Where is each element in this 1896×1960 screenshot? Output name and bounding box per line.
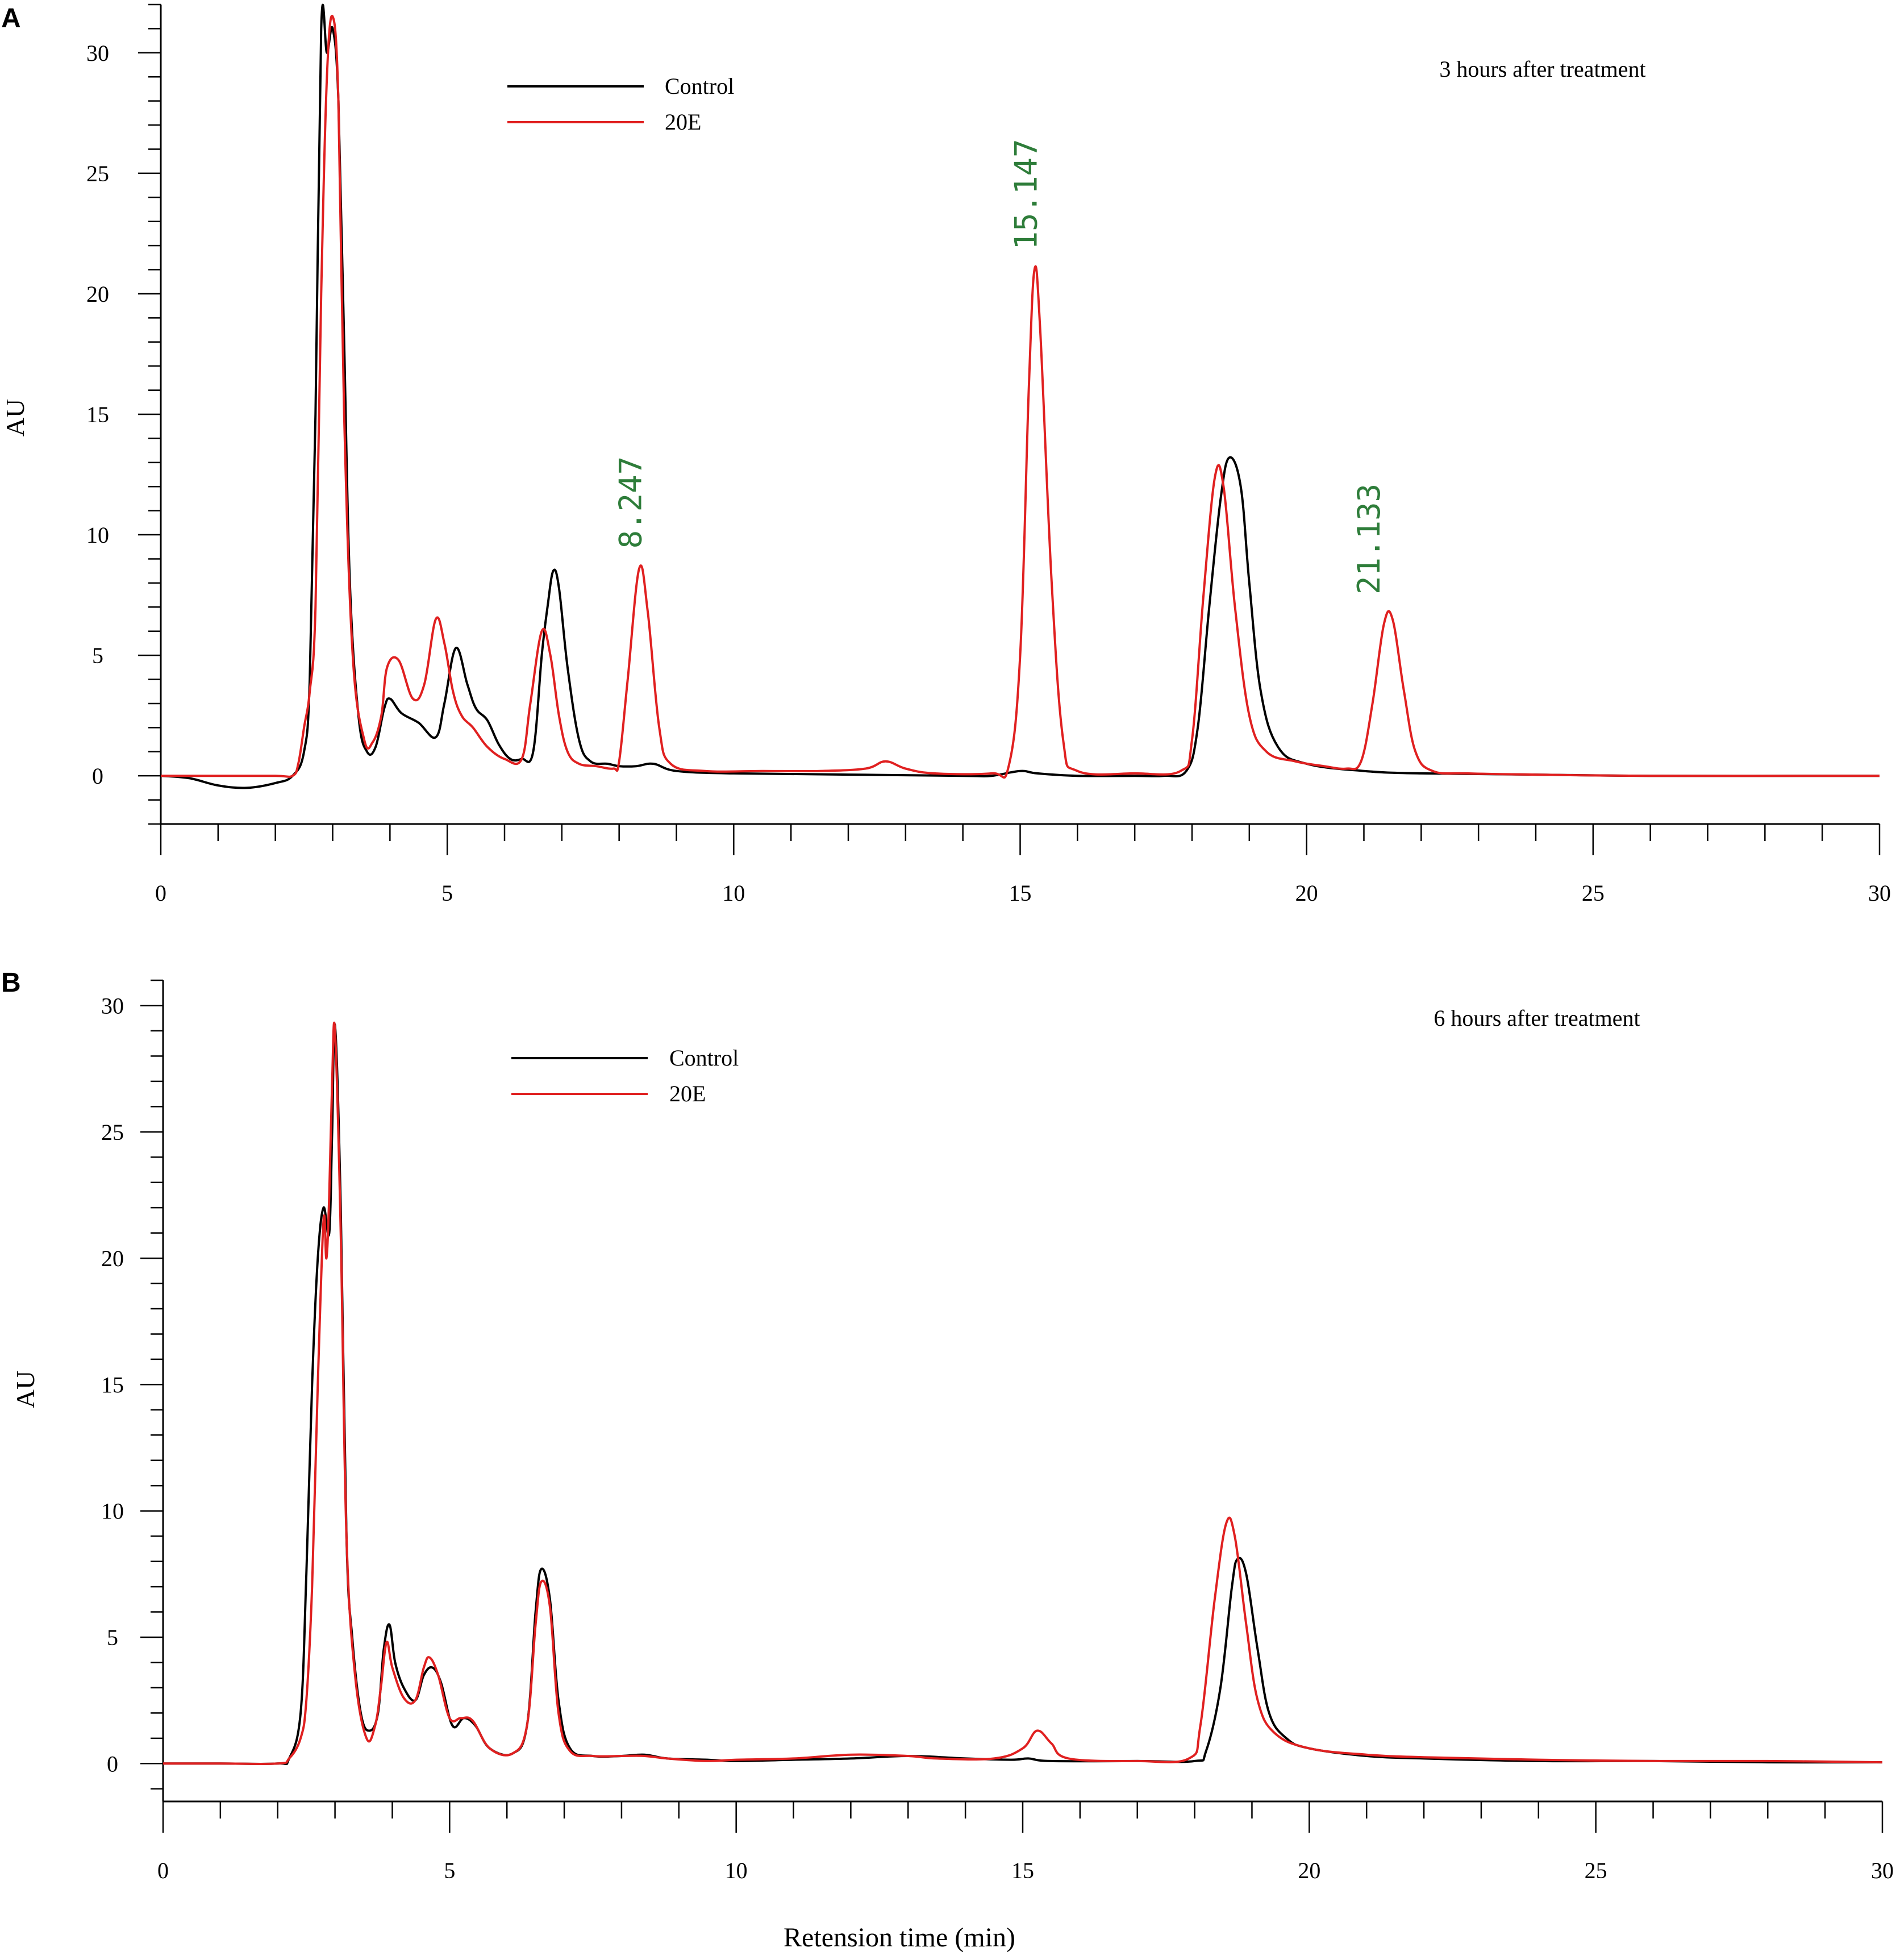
axes: 0 5 10 15 20 25 30 0 5 10 15 20 25 30 bbox=[101, 979, 1894, 1883]
y-tick-label: 30 bbox=[86, 40, 109, 66]
peak-labels: 8.247 15.147 21.133 bbox=[613, 139, 1387, 594]
x-axis-label: Retension time (min) bbox=[784, 1922, 1015, 1953]
legend-label-control: Control bbox=[665, 73, 734, 99]
x-tick-label: 20 bbox=[1298, 1858, 1320, 1883]
x-tick-label: 10 bbox=[725, 1858, 748, 1883]
y-axis-label: AU bbox=[1, 399, 30, 436]
x-tick-label: 25 bbox=[1582, 880, 1605, 906]
panel-a: A 3 hours after treatment AU Control 20E… bbox=[1, 3, 1891, 906]
y-tick-label: 25 bbox=[101, 1120, 124, 1145]
legend-label-control: Control bbox=[669, 1045, 739, 1071]
x-tick-label: 30 bbox=[1871, 1858, 1894, 1883]
series-group bbox=[162, 1021, 1883, 1766]
panel-label: A bbox=[1, 3, 21, 34]
x-tick-label: 25 bbox=[1585, 1858, 1607, 1883]
series-group bbox=[160, 3, 1880, 789]
panel-annotation: 3 hours after treatment bbox=[1439, 56, 1645, 82]
panel-label: B bbox=[1, 968, 21, 998]
y-tick-label: 0 bbox=[92, 763, 103, 789]
axes: 0 5 10 15 20 25 30 0 5 10 15 20 25 30 bbox=[86, 3, 1891, 906]
legend: Control 20E bbox=[511, 1045, 739, 1106]
series-line-control bbox=[162, 1023, 1883, 1766]
legend: Control 20E bbox=[507, 73, 734, 135]
y-tick-label: 15 bbox=[86, 402, 109, 427]
y-tick-label: 10 bbox=[86, 522, 109, 548]
x-tick-label: 0 bbox=[157, 1858, 169, 1883]
legend-label-20e: 20E bbox=[669, 1081, 706, 1106]
y-axis-label: AU bbox=[11, 1371, 40, 1408]
y-tick-label: 0 bbox=[107, 1751, 118, 1776]
x-tick-label: 15 bbox=[1009, 880, 1032, 906]
y-tick-label: 10 bbox=[101, 1499, 124, 1524]
y-tick-label: 30 bbox=[101, 993, 124, 1018]
x-tick-label: 5 bbox=[441, 880, 453, 906]
x-tick-label: 15 bbox=[1011, 1858, 1034, 1883]
y-tick-label: 5 bbox=[107, 1625, 118, 1650]
panel-annotation: 6 hours after treatment bbox=[1434, 1005, 1640, 1031]
x-tick-label: 20 bbox=[1295, 880, 1318, 906]
y-tick-label: 5 bbox=[92, 643, 103, 668]
y-tick-label: 20 bbox=[86, 281, 109, 307]
peak-label: 21.133 bbox=[1351, 484, 1387, 594]
series-line-control bbox=[160, 3, 1880, 789]
y-tick-label: 25 bbox=[86, 161, 109, 186]
series-line-20e bbox=[161, 15, 1880, 779]
peak-label: 15.147 bbox=[1008, 139, 1044, 249]
peak-label: 8.247 bbox=[613, 456, 649, 549]
series-line-20e bbox=[162, 1021, 1883, 1766]
x-tick-label: 5 bbox=[444, 1858, 455, 1883]
x-tick-label: 30 bbox=[1868, 880, 1891, 906]
legend-label-20e: 20E bbox=[665, 109, 701, 135]
panel-b: B 6 hours after treatment AU Control 20E… bbox=[1, 968, 1894, 1953]
x-tick-label: 10 bbox=[722, 880, 745, 906]
y-tick-label: 20 bbox=[101, 1246, 124, 1271]
x-tick-label: 0 bbox=[155, 880, 166, 906]
y-tick-label: 15 bbox=[101, 1372, 124, 1397]
